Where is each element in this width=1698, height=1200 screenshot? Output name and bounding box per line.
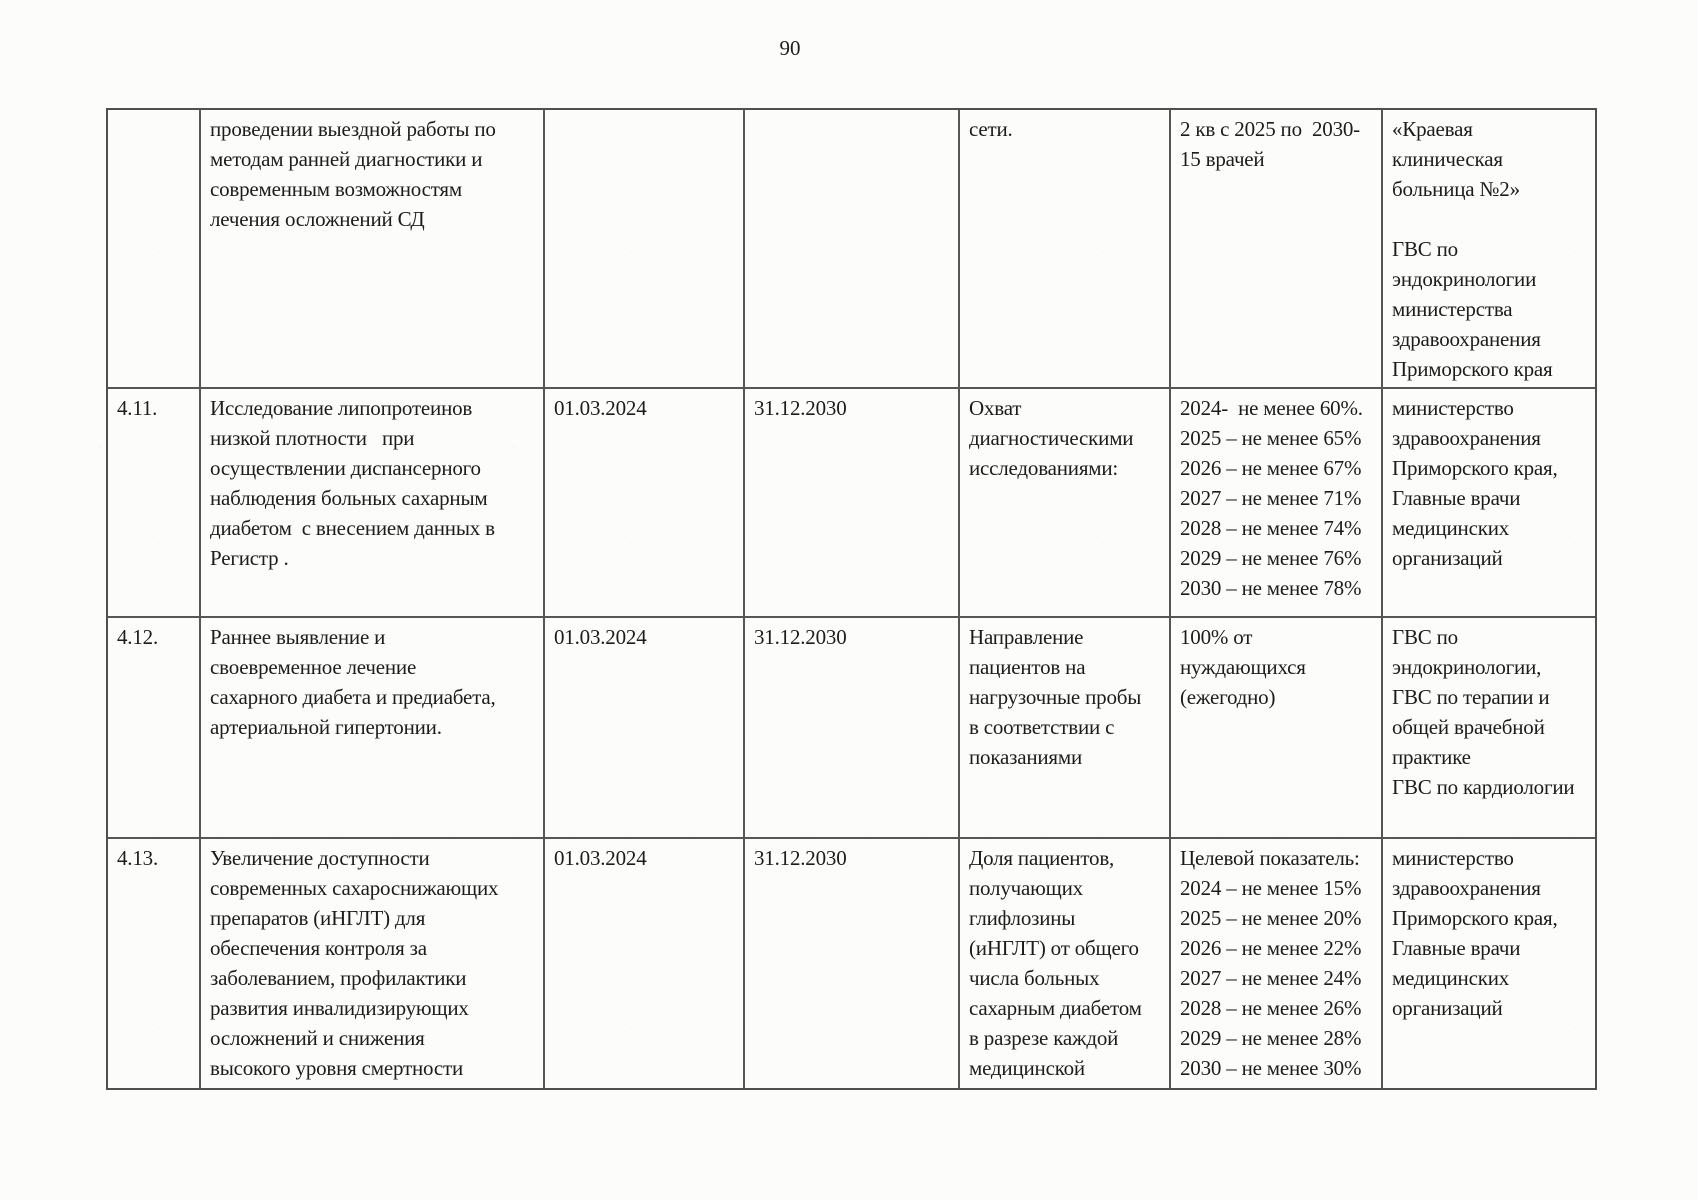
cell-indicator: Доля пациентов, получающих глифлозины (и… <box>960 839 1171 1088</box>
cell-responsible: министерство здравоохранения Приморского… <box>1383 389 1595 618</box>
cell-row-number: 4.11. <box>108 389 201 618</box>
cell-row-number: 4.13. <box>108 839 201 1088</box>
cell-target: 2024- не менее 60%. 2025 – не менее 65% … <box>1171 389 1383 618</box>
cell-start-date <box>545 110 745 389</box>
cell-target: 2 кв с 2025 по 2030- 15 врачей <box>1171 110 1383 389</box>
cell-responsible: «Краевая клиническая больница №2» ГВС по… <box>1383 110 1595 389</box>
cell-indicator: Охват диагностическими исследованиями: <box>960 389 1171 618</box>
cell-end-date: 31.12.2030 <box>745 389 960 618</box>
cell-indicator: сети. <box>960 110 1171 389</box>
cell-responsible: министерство здравоохранения Приморского… <box>1392 846 1558 1020</box>
cell-start-date: 01.03.2024 <box>545 389 745 618</box>
page-number: 90 <box>779 36 801 60</box>
cell-start-date: 01.03.2024 <box>545 839 745 1088</box>
cell-end-date <box>745 110 960 389</box>
activities-table: проведении выездной работы по методам ра… <box>106 108 1597 1090</box>
cell-responsible: ГВС по эндокринологии, ГВС по терапии и … <box>1383 618 1595 839</box>
cell-row-number: 4.12. <box>108 618 201 839</box>
cell-target: 100% от нуждающихся (ежегодно) <box>1171 618 1383 839</box>
cell-activity: Исследование липопротеинов низкой плотно… <box>201 389 545 618</box>
cell-row-number <box>108 110 201 389</box>
cell-start-date: 01.03.2024 <box>545 618 745 839</box>
cell-activity: Увеличение доступности современных сахар… <box>201 839 545 1088</box>
cell-activity: Раннее выявление и своевременное лечение… <box>201 618 545 839</box>
cell-target: Целевой показатель: 2024 – не менее 15% … <box>1171 839 1383 1088</box>
cell-activity: проведении выездной работы по методам ра… <box>201 110 545 389</box>
cell-indicator: Направление пациентов на нагрузочные про… <box>960 618 1171 839</box>
cell-end-date: 31.12.2030 <box>745 839 960 1088</box>
cell-end-date: 31.12.2030 <box>745 618 960 839</box>
